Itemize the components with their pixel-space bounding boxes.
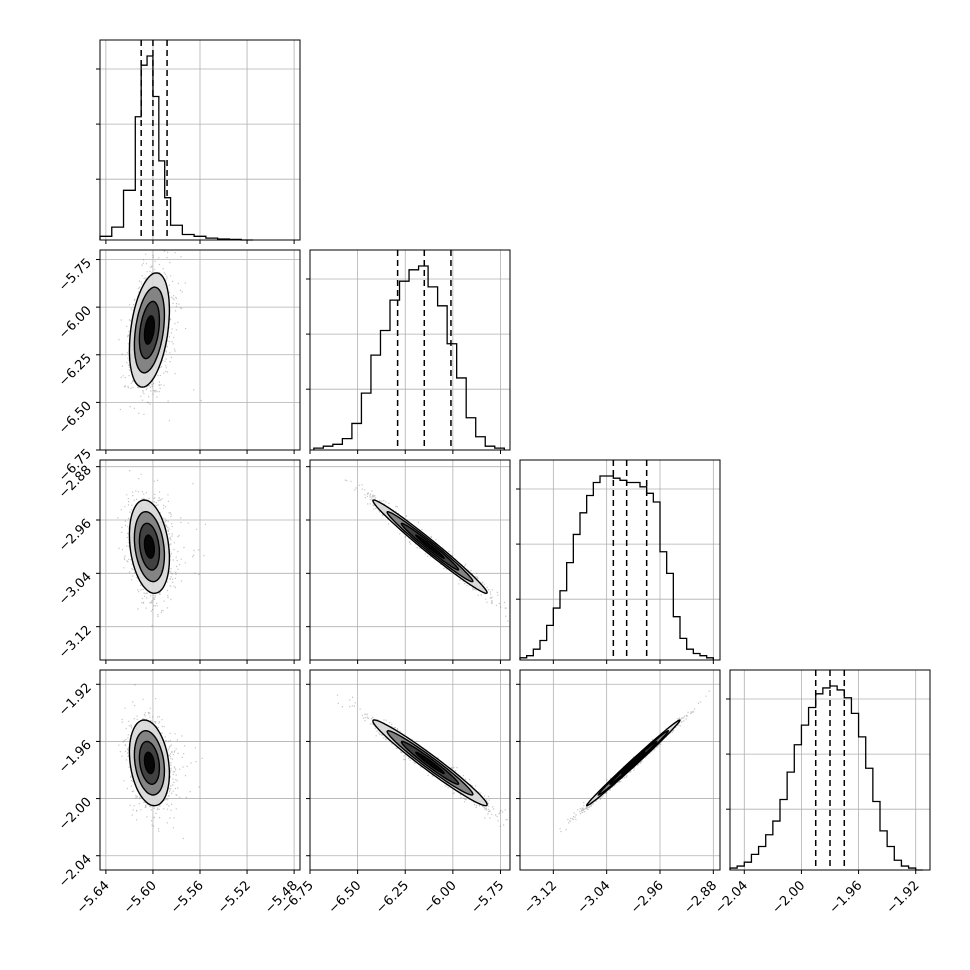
x-tick-label: −5.75 xyxy=(469,878,508,917)
panel-content xyxy=(117,470,207,627)
x-tick-label: −2.88 xyxy=(681,878,720,917)
contour-level xyxy=(415,751,445,775)
y-tick-label: −2.96 xyxy=(56,516,95,555)
y-tick-label: −3.04 xyxy=(56,570,95,609)
x-tick-label: −6.50 xyxy=(326,878,365,917)
histogram-panel: −2.04 −2.00 −1.96 −1.92 xyxy=(712,669,931,917)
histogram-panel xyxy=(516,459,721,664)
y-tick-label: −6.25 xyxy=(56,351,95,390)
axes-frame xyxy=(519,459,721,661)
y-tick-label: −2.04 xyxy=(56,852,95,891)
histogram-panel xyxy=(306,249,511,454)
histogram-step xyxy=(729,685,923,871)
contour-level xyxy=(143,751,155,775)
axes-frame xyxy=(309,669,511,871)
axes-frame xyxy=(729,669,931,871)
histogram-panel xyxy=(96,39,301,244)
panel-content xyxy=(118,684,203,840)
scatter-panel: −6.75−6.50−6.25−6.00−5.75 xyxy=(278,669,511,917)
x-tick-label: −5.56 xyxy=(168,878,207,917)
panels-layer: −2.04 −2.00 −1.96 −1.92 −6.75−6.50−6.25−6.00… xyxy=(56,39,931,917)
scatter-panel: −6.75−6.50−6.25−6.00−5.75 xyxy=(56,249,301,485)
panel-content xyxy=(336,694,510,827)
x-tick-label: −5.60 xyxy=(121,878,160,917)
panel-content xyxy=(344,479,509,622)
y-tick-label: −5.75 xyxy=(56,256,95,295)
y-tick-label: −1.96 xyxy=(56,738,95,777)
contour-level xyxy=(143,315,155,345)
x-tick-label: −3.04 xyxy=(575,878,614,917)
x-tick-label: −1.96 xyxy=(827,878,866,917)
axes-frame xyxy=(519,669,721,871)
axes-frame xyxy=(309,249,511,451)
histogram-step xyxy=(313,265,505,450)
y-tick-label: −6.50 xyxy=(56,399,95,438)
contour-level xyxy=(621,751,646,775)
x-tick-label: −5.64 xyxy=(74,878,113,917)
x-tick-label: −2.04 xyxy=(712,878,751,917)
scatter-panel: −5.64 −5.60 −5.56 −5.52 −5.48−2.04−2.00−1.96… xyxy=(56,669,301,917)
contour-level xyxy=(415,534,445,559)
x-tick-label: −5.52 xyxy=(215,878,254,917)
y-tick-label: −6.00 xyxy=(56,303,95,342)
x-tick-label: −2.00 xyxy=(769,878,808,917)
panel-content xyxy=(559,690,710,833)
histogram-step xyxy=(99,55,253,241)
panel-content xyxy=(118,250,202,422)
y-tick-label: −1.92 xyxy=(56,681,95,720)
x-tick-label: −6.00 xyxy=(421,878,460,917)
y-tick-label: −2.00 xyxy=(56,795,95,834)
scatter-panel: −3.12−3.04−2.96−2.88 xyxy=(56,459,301,664)
histogram-step xyxy=(519,475,714,660)
axes-frame xyxy=(309,459,511,661)
x-tick-label: −2.96 xyxy=(628,878,667,917)
x-tick-label: −6.25 xyxy=(373,878,412,917)
scatter-points xyxy=(344,479,509,622)
scatter-panel: −3.12 −3.04 −2.96 −2.88 xyxy=(516,669,721,917)
y-tick-label: −3.12 xyxy=(56,623,95,662)
contour-level xyxy=(143,534,155,559)
x-tick-label: −3.12 xyxy=(521,878,560,917)
scatter-panel xyxy=(306,459,511,664)
x-tick-label: −1.92 xyxy=(884,878,923,917)
